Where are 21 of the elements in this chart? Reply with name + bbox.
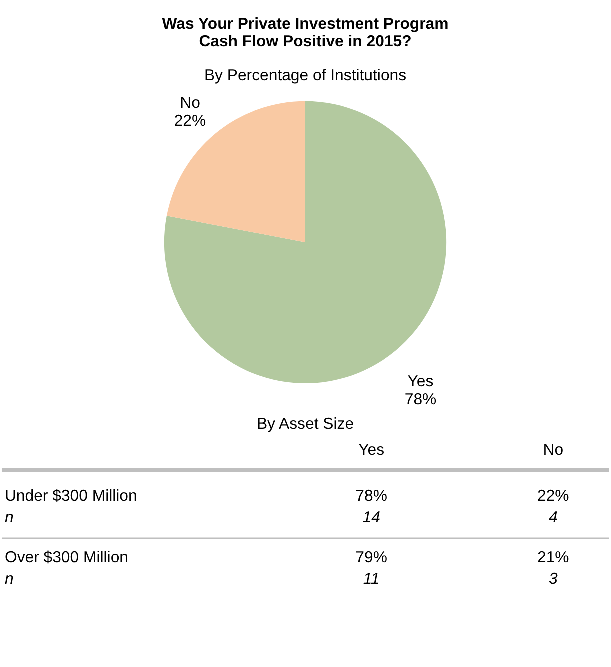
data-label: 22% [174, 112, 206, 130]
category-label: n [4, 510, 14, 527]
category-label: n [4, 571, 14, 588]
text: 78% [356, 488, 388, 505]
chart-subtitle: By Percentage of Institutions [204, 68, 407, 85]
text: 14 [362, 510, 380, 527]
category-label: Over $300 Million [4, 549, 128, 566]
text: 21% [537, 549, 570, 566]
text: 3 [548, 571, 558, 588]
text: 22% [537, 488, 570, 505]
slice-label: No [180, 95, 201, 112]
slice-label: Yes [408, 374, 434, 391]
category-label: No [543, 442, 564, 460]
chart-title: Was Your Private Investment Program Cash Flow Positive in 2015? [162, 16, 449, 51]
category-label: Yes [358, 442, 385, 460]
text: 4 [548, 510, 558, 527]
category-label: Under $300 Million [4, 488, 138, 505]
text: By Asset Size [256, 416, 354, 434]
data-label: 78% [404, 392, 437, 409]
text: 11 [363, 571, 380, 588]
text: 79% [356, 549, 388, 566]
